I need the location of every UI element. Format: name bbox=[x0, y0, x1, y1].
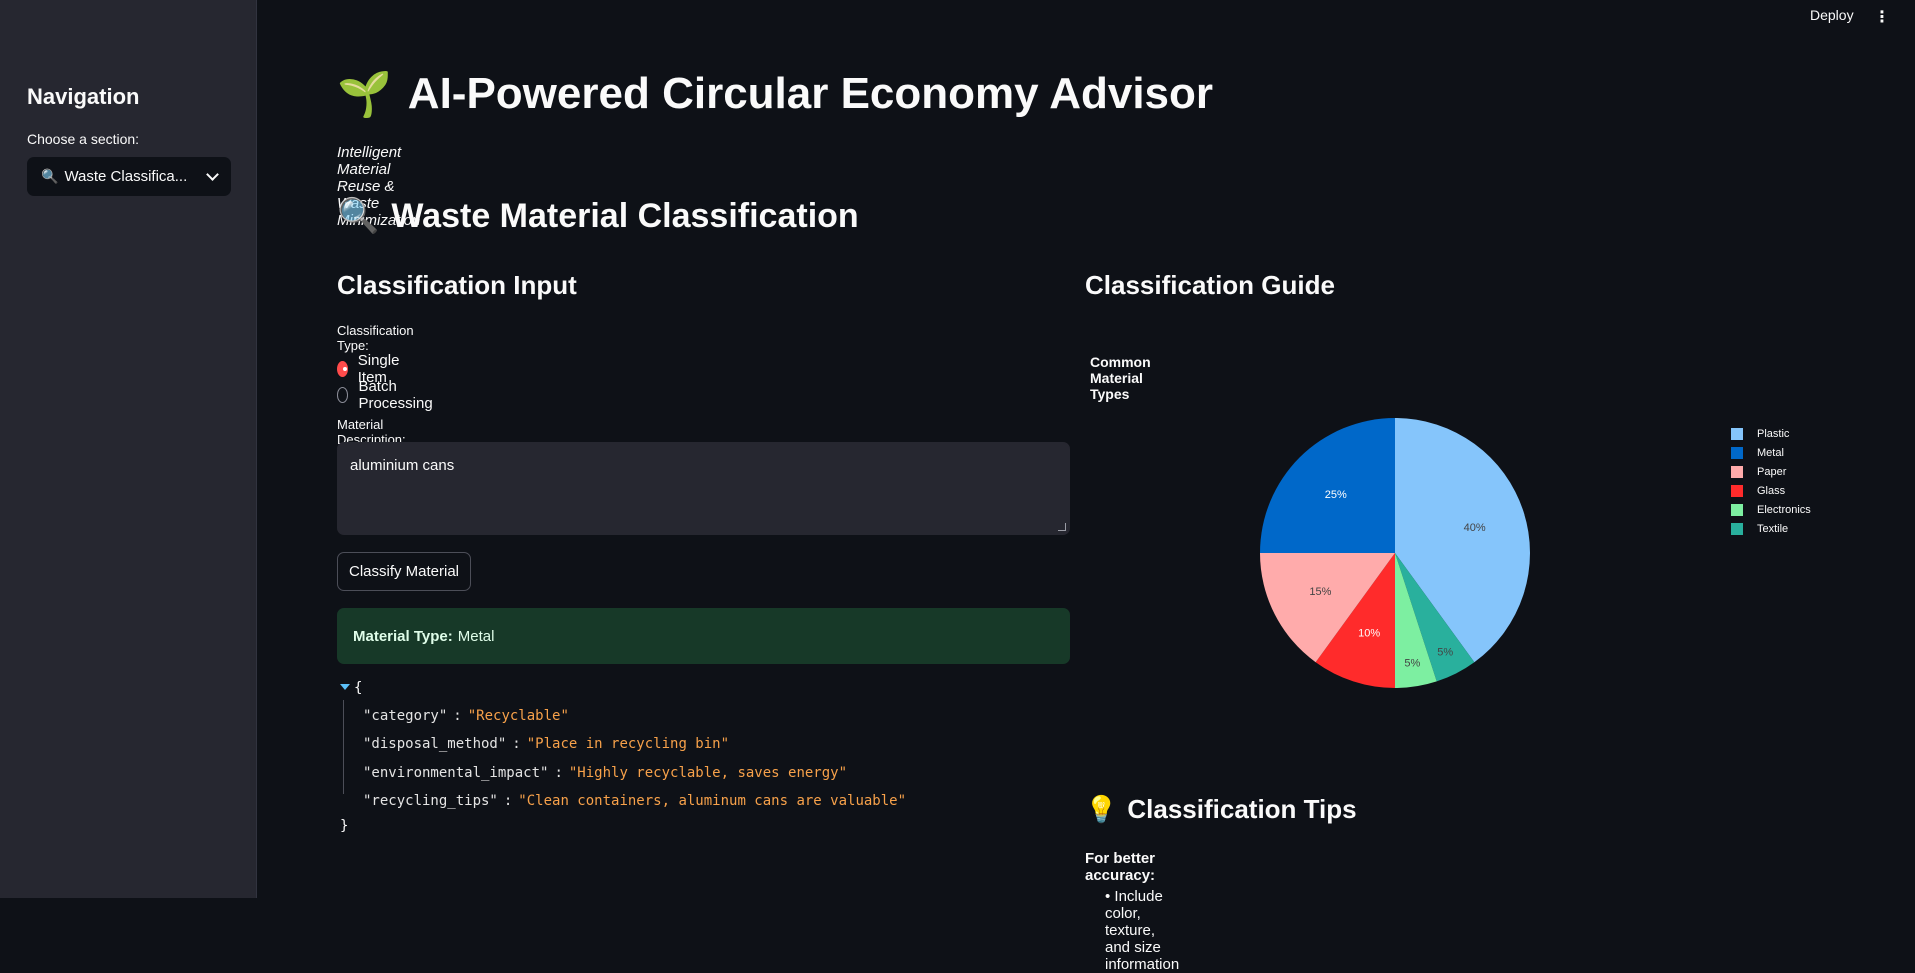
pie-slice-glass[interactable] bbox=[1315, 553, 1395, 688]
material-pie-chart[interactable]: 40% 5% 5% 10% 15% 25% bbox=[1250, 415, 1540, 705]
pie-label-textile: 5% bbox=[1437, 647, 1453, 659]
pie-label-plastic: 40% bbox=[1464, 522, 1486, 534]
legend-label: Paper bbox=[1757, 465, 1787, 478]
section-select-label: Choose a section: bbox=[27, 131, 140, 147]
pie-label-paper: 15% bbox=[1309, 586, 1331, 598]
page-title: 🌱 AI-Powered Circular Economy Advisor bbox=[337, 68, 1213, 120]
sidebar-title: Navigation bbox=[27, 84, 140, 109]
json-close-brace: } bbox=[340, 818, 349, 834]
pie-slice-metal[interactable] bbox=[1260, 418, 1395, 553]
lightbulb-icon: 💡 bbox=[1085, 794, 1118, 824]
radio-label: Single Item bbox=[357, 352, 400, 386]
section-select[interactable]: 🔍 Waste Classifica... bbox=[27, 157, 231, 196]
json-key: "category" bbox=[363, 708, 448, 724]
seedling-icon: 🌱 bbox=[337, 70, 392, 119]
material-description-value: aluminium cans bbox=[350, 457, 455, 474]
chevron-down-icon bbox=[206, 167, 219, 181]
radio-selected-icon bbox=[337, 361, 348, 377]
json-open-brace: { bbox=[354, 680, 363, 696]
collapse-toggle-icon[interactable] bbox=[340, 684, 350, 690]
tips-list-item: • Include color, texture, and size infor… bbox=[1105, 888, 1180, 973]
json-row: "recycling_tips": "Clean containers, alum… bbox=[363, 793, 907, 809]
search-icon: 🔍 bbox=[41, 168, 59, 184]
material-description-input[interactable]: aluminium cans bbox=[337, 442, 1070, 535]
radio-unselected-icon bbox=[337, 387, 349, 403]
page-subtitle: Intelligent Material Reuse & Waste Minim… bbox=[337, 144, 421, 229]
result-label: Material Type: bbox=[353, 627, 453, 645]
json-key: "disposal_method" bbox=[363, 736, 507, 752]
legend-swatch bbox=[1731, 522, 1743, 535]
radio-batch-processing[interactable]: Batch Processing bbox=[337, 378, 437, 412]
legend-swatch bbox=[1731, 427, 1743, 440]
json-value: "Place in recycling bin" bbox=[526, 736, 730, 752]
resize-handle-icon[interactable] bbox=[1058, 523, 1066, 531]
section-title: 🔍 Waste Material Classification bbox=[337, 196, 859, 236]
radio-label: Batch Processing bbox=[358, 378, 433, 412]
json-row: "environmental_impact": "Highly recyclabl… bbox=[363, 765, 848, 781]
sidebar: Navigation Choose a section: 🔍 Waste Cla… bbox=[0, 0, 257, 898]
result-value: Metal bbox=[457, 627, 495, 645]
pie-label-metal: 25% bbox=[1325, 489, 1347, 501]
json-value: "Clean containers, aluminum cans are val… bbox=[518, 793, 907, 809]
guide-heading: Classification Guide bbox=[1085, 270, 1335, 300]
deploy-button[interactable]: Deploy bbox=[1810, 7, 1854, 23]
pie-slice-electronics[interactable] bbox=[1395, 553, 1437, 688]
pie-slice-textile[interactable] bbox=[1395, 553, 1475, 682]
legend-item-metal[interactable]: Metal bbox=[1731, 443, 1811, 462]
legend-item-textile[interactable]: Textile bbox=[1731, 519, 1811, 538]
json-key: "recycling_tips" bbox=[363, 793, 498, 809]
chart-legend[interactable]: Plastic Metal Paper Glass Electronics Textile bbox=[1731, 424, 1811, 538]
classify-material-button[interactable]: Classify Material bbox=[337, 552, 471, 591]
more-menu-icon[interactable]: ⋮ bbox=[1874, 9, 1890, 26]
json-row: "category": "Recyclable" bbox=[363, 708, 569, 724]
tips-title: 💡 Classification Tips bbox=[1085, 794, 1357, 825]
tips-subtitle: For better accuracy: bbox=[1085, 850, 1156, 884]
pie-label-glass: 10% bbox=[1358, 628, 1380, 640]
legend-label: Electronics bbox=[1757, 503, 1811, 516]
legend-item-glass[interactable]: Glass bbox=[1731, 481, 1811, 500]
json-row: "disposal_method": "Place in recycling bi… bbox=[363, 736, 730, 752]
legend-label: Glass bbox=[1757, 484, 1786, 497]
legend-swatch bbox=[1731, 465, 1743, 478]
legend-label: Plastic bbox=[1757, 427, 1790, 440]
page-title-text: AI-Powered Circular Economy Advisor bbox=[407, 69, 1214, 118]
section-title-text: Waste Material Classification bbox=[391, 196, 859, 235]
tips-title-text: Classification Tips bbox=[1127, 794, 1357, 824]
legend-label: Metal bbox=[1757, 446, 1784, 459]
json-value: "Recyclable" bbox=[467, 708, 569, 724]
magnifier-icon: 🔍 bbox=[337, 197, 380, 235]
legend-item-paper[interactable]: Paper bbox=[1731, 462, 1811, 481]
pie-slice-plastic[interactable] bbox=[1395, 418, 1530, 663]
chart-title: Common Material Types bbox=[1090, 354, 1151, 402]
legend-label: Textile bbox=[1757, 522, 1789, 535]
json-indent-guide bbox=[343, 700, 344, 794]
input-heading: Classification Input bbox=[337, 270, 577, 300]
json-value: "Highly recyclable, saves energy" bbox=[568, 765, 848, 781]
legend-item-electronics[interactable]: Electronics bbox=[1731, 500, 1811, 519]
legend-swatch bbox=[1731, 484, 1743, 497]
json-key: "environmental_impact" bbox=[363, 765, 549, 781]
legend-swatch bbox=[1731, 446, 1743, 459]
legend-swatch bbox=[1731, 503, 1743, 516]
pie-slice-paper[interactable] bbox=[1260, 553, 1395, 663]
result-alert: Material Type: Metal bbox=[337, 608, 1070, 664]
section-select-value: Waste Classifica... bbox=[64, 168, 188, 185]
radio-single-item[interactable]: Single Item bbox=[337, 352, 405, 386]
pie-label-electronics: 5% bbox=[1404, 657, 1420, 669]
type-label: Classification Type: bbox=[337, 323, 414, 353]
legend-item-plastic[interactable]: Plastic bbox=[1731, 424, 1811, 443]
